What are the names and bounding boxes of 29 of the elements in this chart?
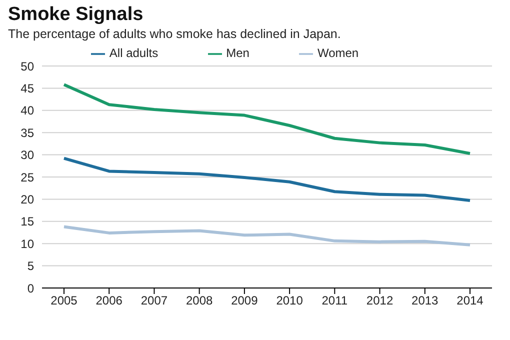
x-tick-label: 2008 — [186, 294, 214, 308]
x-tick-label: 2009 — [231, 294, 258, 308]
y-tick-label: 0 — [27, 281, 34, 296]
x-tick-label: 2005 — [50, 294, 78, 308]
y-tick-label: 45 — [20, 81, 34, 96]
legend-label: All adults — [109, 46, 158, 60]
x-tick-label: 2010 — [276, 294, 304, 308]
line-series — [62, 156, 472, 202]
y-tick-label: 20 — [20, 192, 34, 206]
x-tick-label: 2007 — [140, 294, 168, 308]
y-tick-label: 40 — [20, 104, 34, 118]
x-tick-label: 2011 — [322, 294, 348, 308]
y-tick-label: 50 — [20, 59, 34, 74]
y-tick-label: 30 — [20, 148, 34, 162]
y-tick-label: 5 — [27, 259, 34, 274]
line-series — [62, 225, 472, 246]
line-series — [62, 83, 472, 155]
y-tick-label: 10 — [20, 236, 34, 251]
chart-subtitle: The percentage of adults who smoke has declined in Japan. — [8, 26, 342, 42]
y-tick-label: 25 — [20, 170, 34, 184]
x-tick-label: 2014 — [456, 294, 484, 308]
y-tick-label: 15 — [20, 214, 34, 229]
chart-title: Smoke Signals — [8, 4, 144, 26]
x-tick-label: 2013 — [412, 294, 439, 308]
legend-label: Women — [317, 46, 359, 60]
x-tick-label: 2006 — [96, 294, 123, 308]
legend-label: Men — [226, 46, 250, 60]
y-tick-label: 35 — [20, 126, 34, 140]
x-tick-label: 2012 — [366, 294, 394, 308]
